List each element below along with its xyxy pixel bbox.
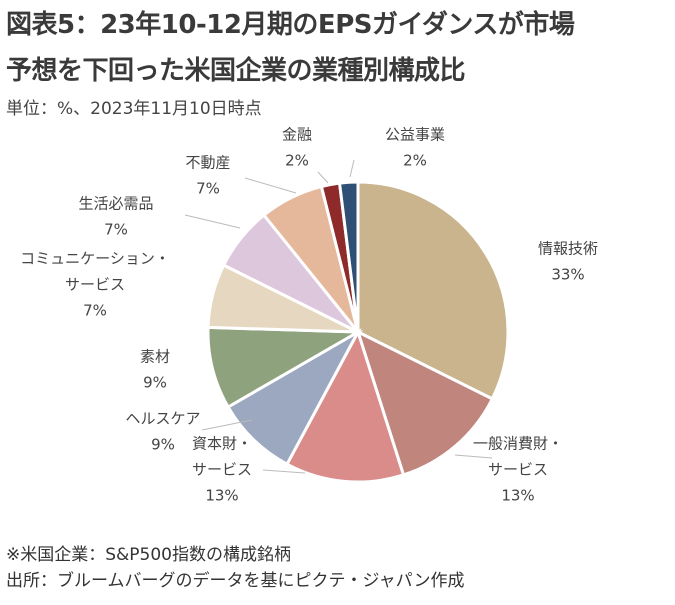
slice-category-label: 公益事業 [385, 126, 445, 144]
slice-value-label: 7% [104, 221, 128, 239]
slice-value-label: 2% [403, 152, 427, 170]
slice-value-label: 13% [205, 487, 238, 505]
slice-value-label: 7% [196, 180, 220, 198]
leader-line [262, 469, 306, 474]
slice-value-label: 9% [143, 374, 167, 392]
chart-subtitle: 単位：%、2023年11月10日時点 [6, 99, 262, 119]
slice-value-label: 2% [285, 152, 309, 170]
slice-category-label: 情報技術 [538, 240, 598, 258]
slice-category-label: 一般消費財・ [473, 435, 563, 453]
chart-title-line2: 予想を下回った米国企業の業種別構成比 [6, 56, 466, 86]
slice-value-label: 33% [551, 266, 584, 284]
slice-category-label: サービス [65, 276, 125, 294]
slice-category-label: サービス [488, 461, 548, 479]
leader-line [317, 171, 329, 184]
leader-line [201, 419, 253, 431]
slice-value-label: 9% [151, 436, 175, 454]
pie-slice [285, 328, 406, 484]
slice-category-label: 素材 [140, 348, 170, 366]
slice-category-label: 金融 [282, 126, 312, 144]
pie-slice [337, 180, 360, 333]
slice-value-label: 7% [83, 302, 107, 320]
slice-value-label: 13% [501, 487, 534, 505]
leader-line [244, 177, 297, 194]
pie-slice [355, 329, 495, 477]
slice-category-label: コミュニケーション・ [20, 250, 170, 268]
slice-category-label: 資本財・ [192, 435, 252, 453]
pie-slice [226, 328, 362, 467]
slice-category-label: 生活必需品 [78, 195, 153, 213]
footnote-constituents: ※米国企業：S&P500指数の構成銘柄 [6, 545, 291, 565]
slice-category-label: ヘルスケア [125, 410, 200, 428]
chart-title-line1: 図表5：23年10-12月期のEPSガイダンスが市場 [6, 10, 575, 40]
leader-line [349, 159, 355, 178]
slice-category-label: 不動産 [185, 154, 230, 172]
leader-line [184, 214, 241, 229]
slice-category-label: サービス [192, 461, 252, 479]
pie-slice [206, 325, 364, 410]
pie-slice [356, 180, 510, 401]
leader-line [454, 454, 493, 459]
footnote-source: 出所：ブルームバーグのデータを基にピクテ・ジャパン作成 [6, 571, 465, 591]
